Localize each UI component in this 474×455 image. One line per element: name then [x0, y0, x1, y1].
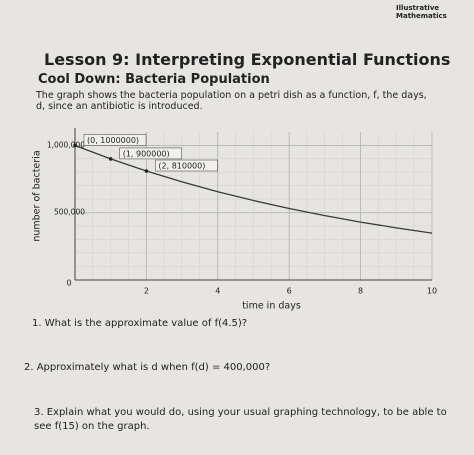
label-box: [155, 159, 218, 172]
brand-line: Mathematics: [396, 12, 447, 20]
point: [144, 169, 149, 173]
brand: Illustrative Mathematics: [396, 4, 447, 20]
x-tick-label: 2: [144, 287, 149, 296]
y-tick-label: 1,000,000: [47, 140, 85, 149]
x-tick-label: 10: [427, 287, 437, 296]
x-tick-label: 6: [287, 287, 292, 296]
question: 2. Approximately what is d when f(d) = 4…: [24, 362, 271, 373]
y-axis-label: number of bacteria: [32, 150, 43, 241]
x-tick-label: 0: [66, 279, 71, 288]
point: [108, 157, 113, 161]
question: 3. Explain what you would do, using your…: [34, 407, 447, 432]
intro: The graph shows the bacteria population …: [36, 90, 427, 112]
x-tick-label: 8: [358, 287, 363, 296]
label-box: [83, 134, 147, 146]
title: Lesson 9: Interpreting Exponential Funct…: [44, 50, 451, 69]
curve: [74, 144, 433, 234]
point-label: (2, 810000): [158, 162, 205, 171]
label-box: [119, 147, 182, 160]
subtitle: Cool Down: Bacteria Population: [38, 72, 270, 87]
question: 1. What is the approximate value of f(4.…: [32, 318, 248, 329]
point: [73, 143, 77, 148]
x-axis-label: time in days: [242, 301, 301, 312]
brand-line: Illustrative: [396, 4, 440, 12]
y-tick-label: 500,000: [54, 208, 85, 217]
x-tick-label: 4: [215, 287, 220, 296]
point-label: (1, 900000): [123, 149, 170, 158]
point-label: (0, 1000000): [87, 136, 139, 145]
chart: 0 2 4 6 8 10 500,000 1,000,000 time in days numbe…: [32, 128, 437, 312]
